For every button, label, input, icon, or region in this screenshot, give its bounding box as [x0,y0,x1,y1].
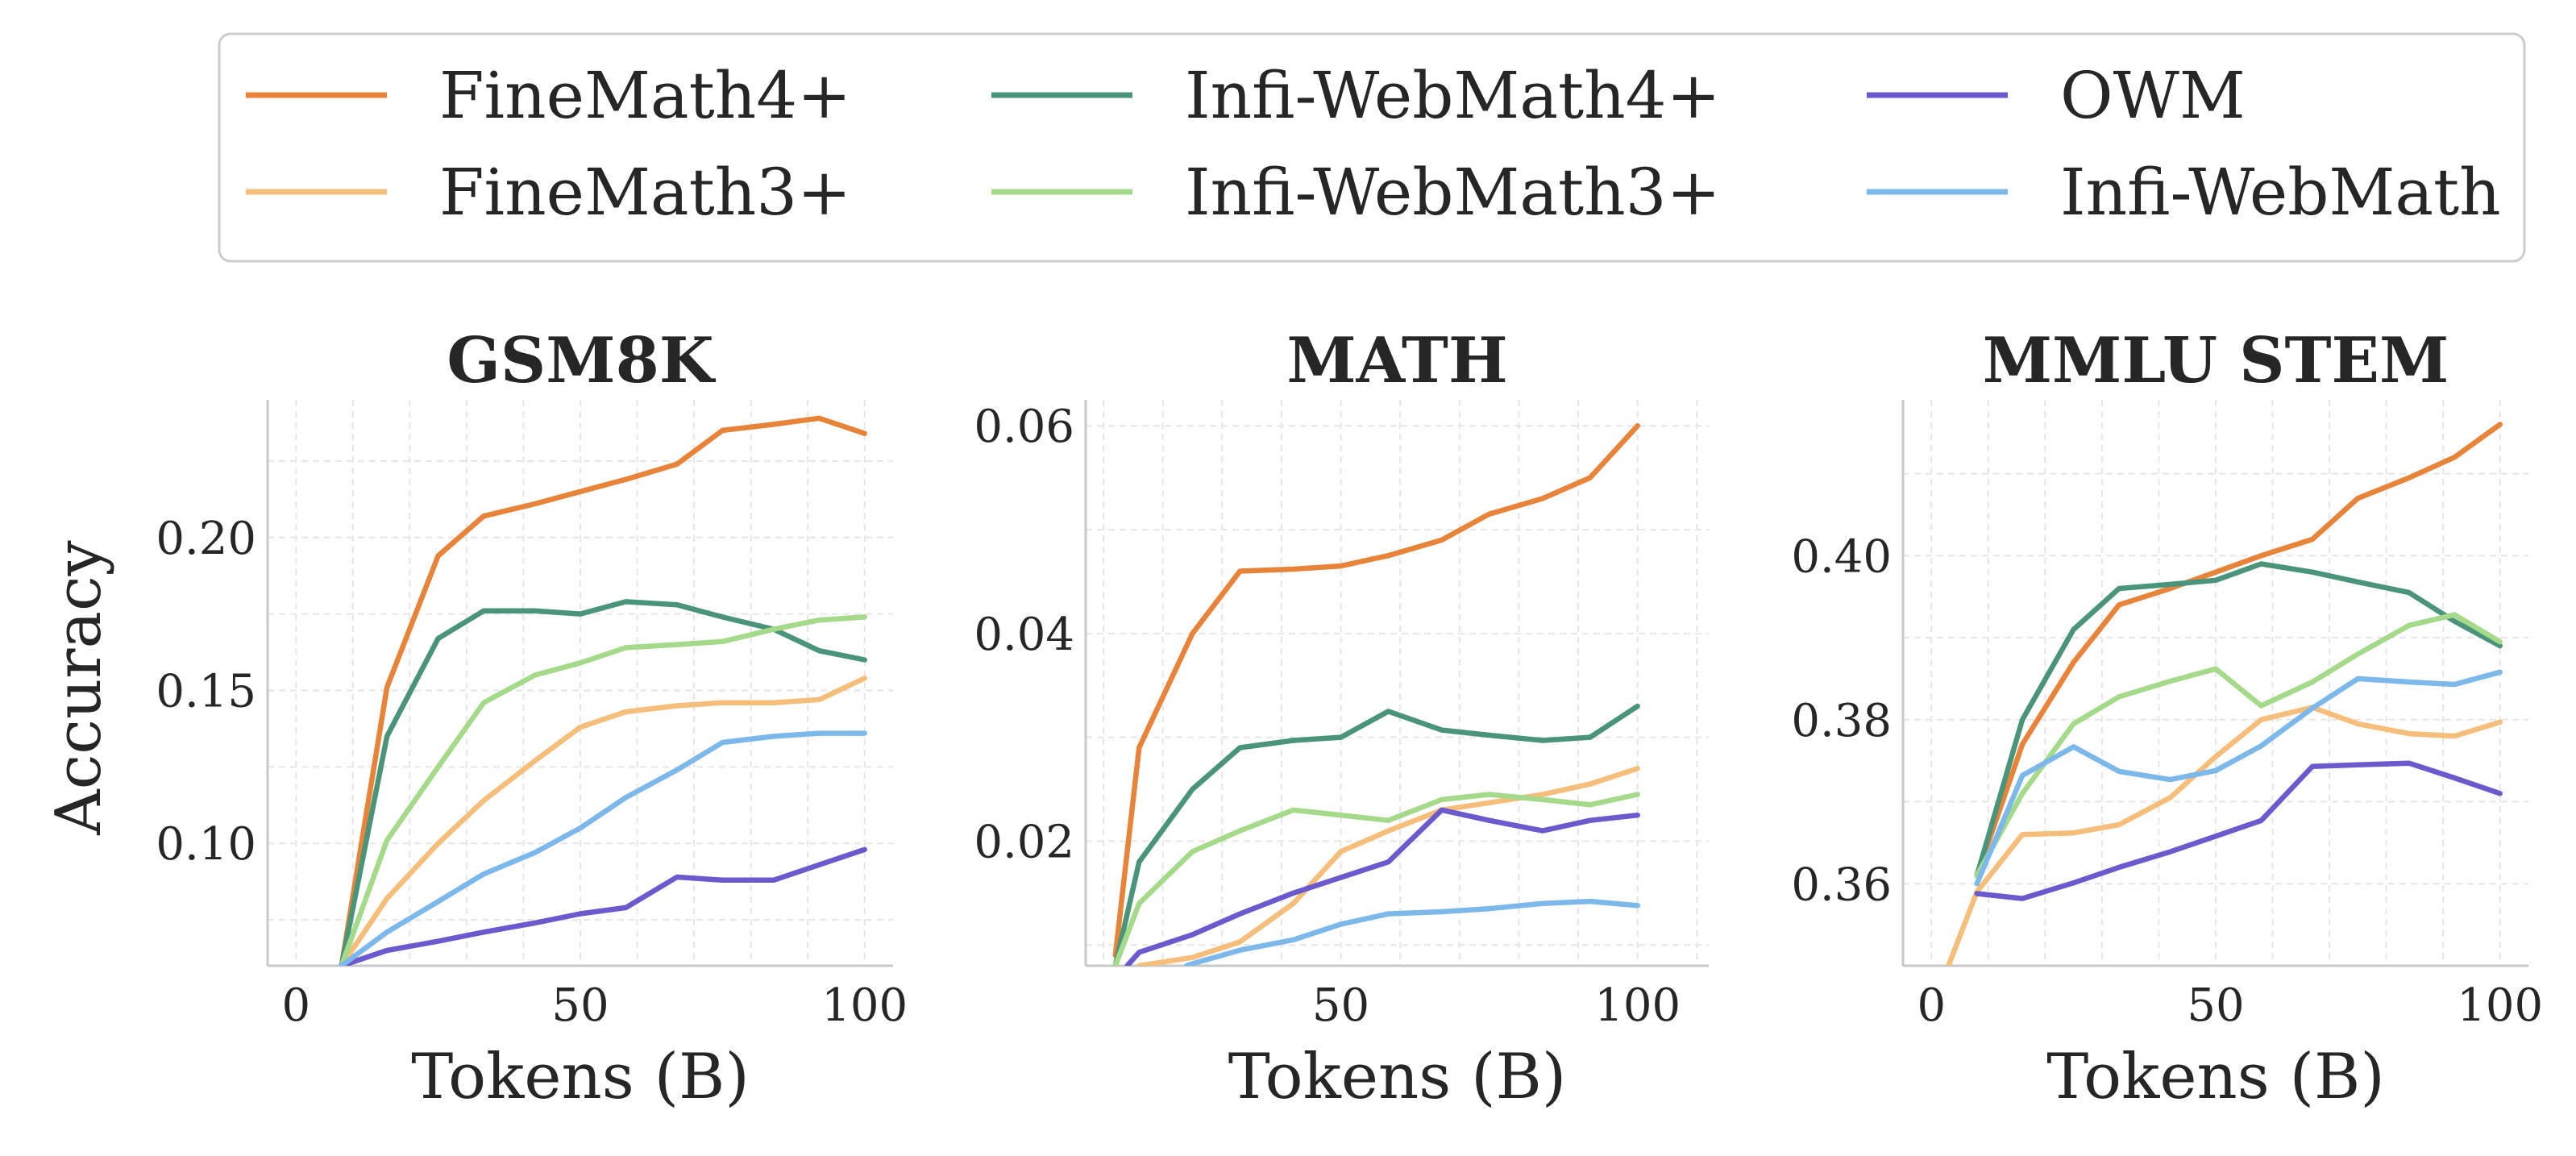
legend-label: FineMath4+ [439,58,851,133]
y-tick-label: 0.10 [156,818,256,871]
legend-item-finemath3: FineMath3+ [246,155,851,230]
x-tick-label: 100 [821,979,908,1032]
chart-panel-gsm8k: 0 50 100 0.10 0.15 0.20 GSM8K Tokens (B) Accurac… [43,324,908,1113]
series-group [1946,422,2503,966]
legend: FineMath4+ FineMath3+ Infi-WebMath4+ Infi-W… [218,32,2526,263]
grid [1086,400,1709,966]
legend-label: Infi-WebMath4+ [1185,58,1721,133]
chart-title: GSM8K [447,324,717,397]
series-line-infi-webmath [1974,669,2503,887]
legend-item-owm: OWM [1867,58,2246,133]
y-tick-label: 0.20 [156,513,256,565]
chart-title: MMLU STEM [1983,324,2449,397]
y-tick-label: 0.15 [156,665,256,717]
series-line-infi-webmath3 [339,614,867,966]
y-tick-label: 0.06 [974,401,1074,453]
x-axis-label: Tokens (B) [1228,1041,1567,1113]
series-line-owm [1124,807,1640,966]
chart-panel-math: 50 100 0.02 0.04 0.06 MATH Tokens (B) [974,324,1709,1113]
series-line-infi-webmath4 [339,599,867,966]
series-line-finemath4 [1974,422,2503,879]
series-group [339,415,867,966]
x-tick-label: 50 [1312,979,1369,1032]
series-line-infi-webmath3 [1112,792,1640,966]
series-line-finemath3 [1946,705,2503,966]
y-tick-label: 0.38 [1791,695,1892,747]
y-tick-label: 0.02 [974,816,1074,868]
x-axis-label: Tokens (B) [2046,1041,2385,1113]
x-axis-label: Tokens (B) [411,1041,750,1113]
y-axis-label: Accuracy [43,540,115,835]
legend-frame [218,32,2526,263]
legend-label: Infi-WebMath3+ [1185,155,1721,230]
series-line-finemath4 [339,415,867,966]
series-line-finemath3 [1136,766,1640,966]
series-group [1112,422,1640,966]
legend-item-finemath4: FineMath4+ [246,58,851,133]
y-tick-label: 0.36 [1791,859,1892,911]
series-line-infi-webmath [339,730,867,966]
x-tick-label: 0 [1917,979,1946,1032]
series-line-infi-webmath [1183,898,1640,966]
x-tick-label: 100 [2457,979,2543,1032]
y-tick-label: 0.40 [1791,530,1892,583]
series-line-infi-webmath4 [1112,703,1640,966]
y-tick-label: 0.04 [974,609,1074,661]
series-line-owm [339,846,867,966]
series-line-finemath4 [1112,422,1640,958]
chart-panels: 0 50 100 0.10 0.15 0.20 GSM8K Tokens (B) Accurac… [43,324,2543,1113]
chart-title: MATH [1286,324,1507,397]
series-line-infi-webmath4 [1974,561,2503,879]
legend-item-infi-webmath4: Infi-WebMath4+ [991,58,1721,133]
x-tick-label: 0 [281,979,310,1032]
series-line-finemath3 [339,676,867,966]
x-tick-label: 50 [551,979,609,1032]
legend-label: Infi-WebMath [2060,155,2501,230]
legend-label: OWM [2060,58,2246,133]
chart-panel-mmlu-stem: 0 50 100 0.36 0.38 0.40 MMLU STEM Tokens (B) [1791,324,2543,1113]
legend-item-infi-webmath3: Infi-WebMath3+ [991,155,1721,230]
series-line-infi-webmath3 [1974,612,2503,879]
legend-item-infi-webmath: Infi-WebMath [1867,155,2501,230]
x-tick-label: 50 [2187,979,2244,1032]
x-tick-label: 100 [1594,979,1681,1032]
grid [268,400,893,966]
series-line-owm [1974,760,2503,901]
legend-label: FineMath3+ [439,155,851,230]
